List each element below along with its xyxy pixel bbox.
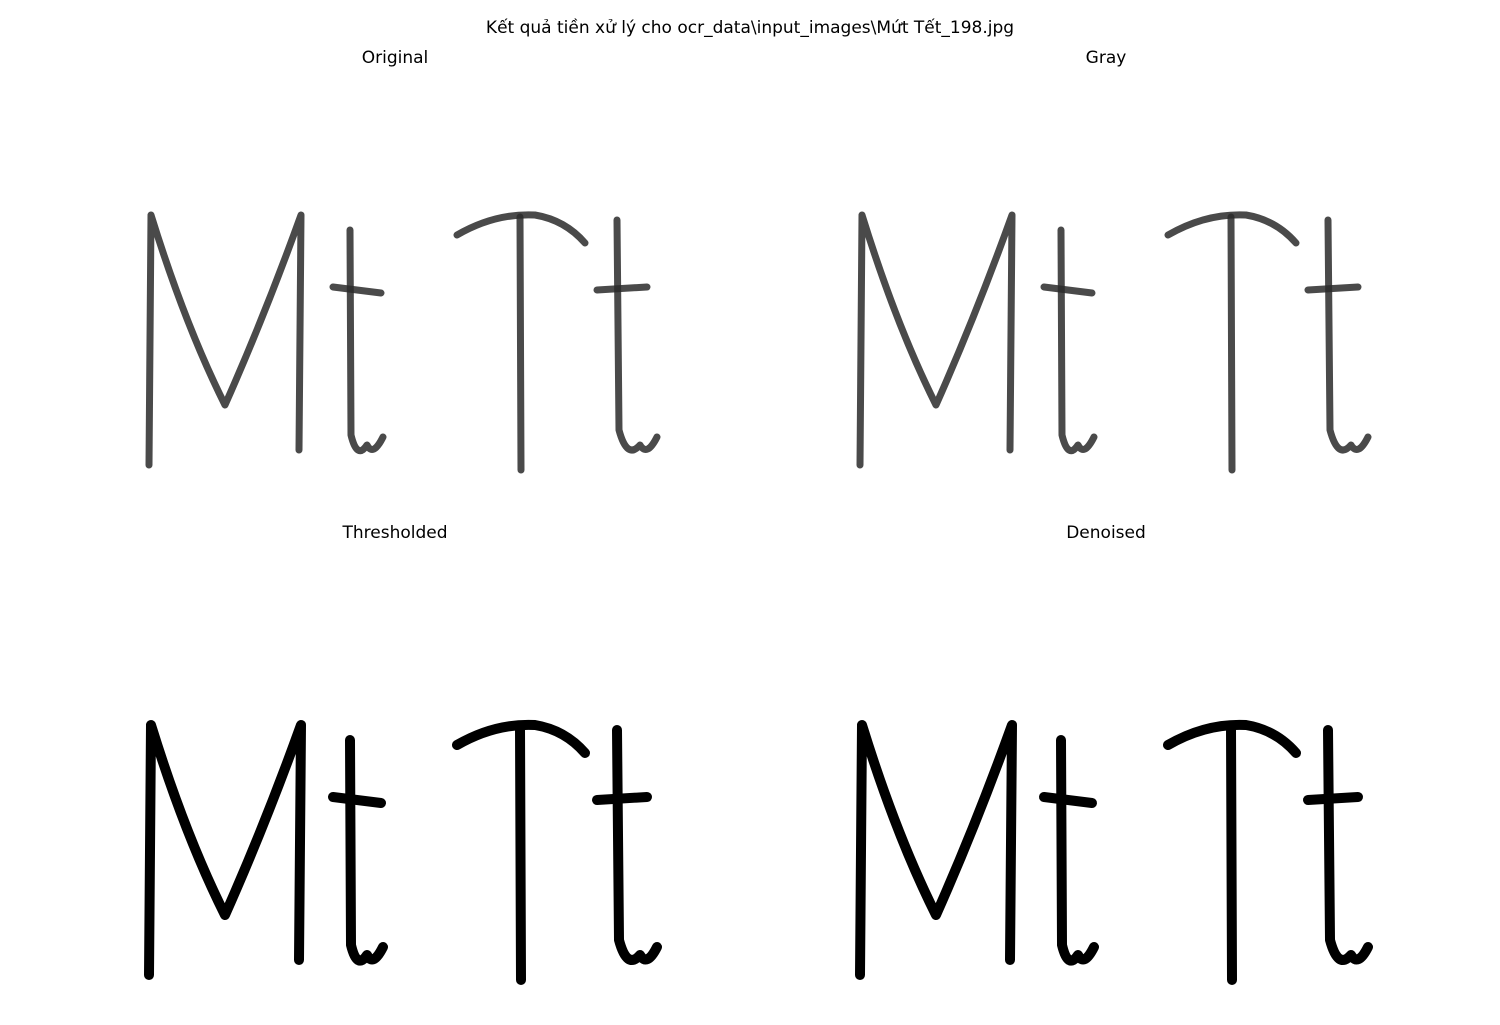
- letter-t-cap-stem: [516, 213, 525, 474]
- letter-t-stem-1: [1057, 226, 1098, 454]
- letter-t-stem-1: [1056, 735, 1099, 966]
- figure-title: Kết quả tiền xử lý cho ocr_data\input_im…: [485, 18, 1015, 38]
- letter-m-stroke: [855, 720, 1017, 980]
- letter-t-stem-1: [346, 226, 387, 454]
- letter-t-cap-stem: [515, 722, 526, 985]
- letter-t-stem-2: [1324, 216, 1372, 454]
- glyph-image: [144, 719, 662, 985]
- letter-t-cross-2: [593, 283, 651, 294]
- image-panel-thresholded: [135, 685, 675, 1025]
- glyph-image: [145, 211, 661, 474]
- letter-t-stem-2: [1323, 725, 1373, 965]
- letter-t-cross-2: [1304, 283, 1362, 294]
- letter-t-stem-2: [613, 216, 661, 454]
- letter-t-cross-1: [1040, 283, 1096, 297]
- panel-title-gray: Gray: [1085, 48, 1127, 68]
- glyph-image: [856, 211, 1372, 474]
- letter-t-cap-stem: [1227, 213, 1236, 474]
- letter-t-stem-1: [345, 735, 388, 966]
- panel-title-denoised: Denoised: [1066, 523, 1146, 543]
- glyph-image: [855, 719, 1373, 985]
- letter-t-cross-1: [329, 283, 385, 297]
- letter-t-cap-top: [1163, 719, 1301, 758]
- image-panel-gray: [846, 175, 1386, 515]
- letter-t-cross-1: [1039, 792, 1097, 808]
- letter-t-cap-top: [452, 719, 590, 758]
- panel-title-thresholded: Thresholded: [342, 523, 448, 543]
- letter-m-stroke: [856, 211, 1016, 469]
- image-panel-original: [135, 175, 675, 515]
- panel-title-original: Original: [361, 48, 429, 68]
- letter-t-cross-1: [328, 792, 386, 808]
- letter-m-stroke: [145, 211, 305, 469]
- letter-t-cap-top: [1164, 211, 1300, 247]
- letter-m-stroke: [144, 720, 306, 980]
- letter-t-cap-stem: [1226, 722, 1237, 985]
- letter-t-cross-2: [1303, 792, 1363, 805]
- letter-t-stem-2: [612, 725, 662, 965]
- letter-t-cross-2: [592, 792, 652, 805]
- letter-t-cap-top: [453, 211, 589, 247]
- image-panel-denoised: [846, 685, 1386, 1025]
